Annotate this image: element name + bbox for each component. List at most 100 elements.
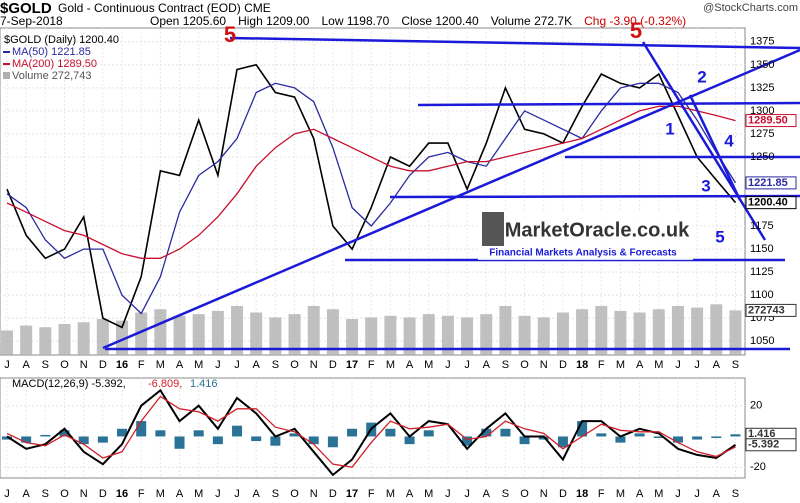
watermark-title: MarketOracle.co.uk [505, 219, 690, 241]
y-tick-label: 1300 [750, 105, 774, 117]
x-tick-label: M [616, 359, 625, 371]
macd-hist-bar [174, 436, 185, 449]
x-tick-label: M [194, 488, 203, 500]
x-tick-label: A [483, 488, 491, 500]
watermark-icon [482, 212, 504, 246]
x-tick-label: A [713, 488, 721, 500]
x-tick-label: F [138, 488, 145, 500]
macd-hist-bar [615, 436, 626, 443]
last-value-box [745, 176, 797, 190]
macd-legend-hist: 1.416 [190, 378, 218, 390]
volume-bar [307, 305, 320, 355]
title: $GOLD [0, 0, 52, 17]
macd-hist-bar [232, 425, 243, 437]
x-tick-label: J [694, 359, 700, 371]
x-tick-label: S [502, 488, 509, 500]
x-tick-label: 16 [116, 488, 128, 500]
wave-label: 5 [224, 22, 236, 47]
macd-hist-bar [423, 430, 434, 437]
macd-hist-bar [500, 428, 511, 437]
trend-line [102, 48, 800, 350]
x-tick-label: O [290, 488, 299, 500]
macd-hist-bar [59, 430, 70, 437]
macd-hist-bar [634, 433, 645, 437]
macd-hist-bar [347, 428, 358, 437]
x-tick-label: S [732, 488, 739, 500]
legend-swatch [3, 72, 10, 79]
volume-bar [365, 317, 378, 355]
volume-bar [671, 305, 684, 355]
x-tick-label: M [156, 359, 165, 371]
macd-hist-bar [251, 436, 262, 442]
x-tick-label: M [654, 359, 663, 371]
x-tick-label: O [60, 359, 69, 371]
volume-bar [422, 314, 435, 355]
volume-bar [39, 327, 52, 355]
x-tick-label: S [272, 488, 279, 500]
x-tick-label: F [368, 488, 375, 500]
x-tick-label: A [636, 359, 644, 371]
volume-bar [58, 323, 71, 355]
y-tick-label: 1275 [750, 128, 774, 140]
legend-ma200: MA(200) 1289.50 [12, 58, 97, 70]
trend-line [641, 41, 767, 241]
wave-label: 3 [701, 176, 710, 195]
macd-hist-bar [212, 436, 223, 445]
x-tick-label: M [156, 488, 165, 500]
x-tick-label: J [445, 488, 451, 500]
volume-bar [461, 317, 474, 355]
macd-hist-bar [117, 428, 128, 437]
volume-bar [1, 330, 13, 355]
x-tick-label: D [99, 488, 107, 500]
x-tick-label: D [559, 488, 567, 500]
last-value-box [745, 438, 797, 452]
macd-hist-bar [462, 436, 473, 446]
last-value-label: 272743 [748, 304, 785, 316]
volume-bar [614, 310, 627, 355]
macd-legend: MACD(12,26,9) -5.392, [12, 378, 126, 390]
quote-field: Open 1205.60 [150, 14, 226, 28]
y-tick-label: 1100 [750, 289, 774, 301]
x-tick-label: S [272, 359, 279, 371]
y-tick-label: 1050 [750, 335, 774, 347]
x-tick-label: N [80, 488, 88, 500]
series-line [6, 395, 736, 468]
x-tick-label: J [4, 488, 10, 500]
macd-hist-bar [653, 436, 664, 438]
x-tick-label: F [598, 359, 605, 371]
macd-hist-bar [308, 436, 319, 445]
macd-hist-bar [155, 430, 166, 437]
last-value-box [745, 196, 797, 210]
volume-bar [154, 309, 167, 355]
lines [2, 63, 741, 477]
volume-bar [403, 317, 416, 355]
x-tick-label: N [540, 359, 548, 371]
x-tick-label: 18 [576, 359, 588, 371]
wave-label: 5 [630, 18, 642, 43]
volume [1, 304, 742, 355]
x-tick-label: 16 [116, 359, 128, 371]
series-line [6, 105, 736, 259]
x-tick-label: N [80, 359, 88, 371]
x-tick-label: O [60, 488, 69, 500]
macd-hist-bar [40, 434, 51, 437]
volume-bar [441, 315, 454, 355]
wave-label: 5 [715, 227, 724, 246]
x-tick-label: J [464, 488, 470, 500]
x-tick-label: 18 [576, 488, 588, 500]
x-tick-label: J [445, 359, 451, 371]
date: 7-Sep-2018 [0, 14, 63, 28]
x-tick-label: A [406, 359, 414, 371]
volume-bar [288, 314, 301, 355]
x-tick-label: J [234, 488, 240, 500]
macd-hist-bar [136, 421, 147, 437]
price-panel [0, 27, 746, 356]
macd-hist-bar [385, 428, 396, 437]
legend-volume: Volume 272,743 [12, 70, 92, 82]
trend-line [417, 101, 800, 107]
y-tick-label: 1350 [750, 59, 774, 71]
volume-bar [20, 325, 33, 355]
y-tick-label: 20 [750, 400, 762, 412]
watermark-subtitle: Financial Markets Analysis & Forecasts [489, 248, 677, 259]
